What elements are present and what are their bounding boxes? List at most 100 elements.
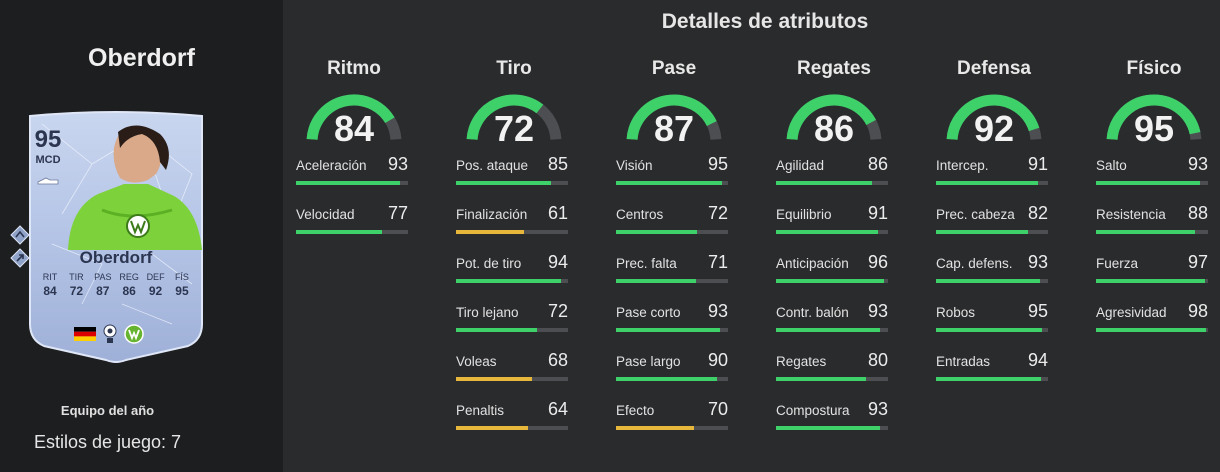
attribute-value: 77: [387, 203, 408, 223]
category-5: Físico 95 Salto 93 Resistencia 88 Fuerza 97 Agre…: [1096, 58, 1220, 350]
attribute-value: 72: [707, 203, 728, 223]
page-title: Detalles de atributos: [661, 10, 869, 33]
attribute-bar-fill: [936, 328, 1043, 332]
attribute-bar-fill: [1096, 328, 1206, 332]
category-name: Físico: [1126, 58, 1182, 79]
attribute-row: Pase corto 93: [616, 301, 728, 350]
attribute-bar-fill: [936, 230, 1028, 234]
attribute-row: Tiro lejano 72: [456, 301, 568, 350]
attribute-row: Cap. defens. 93: [936, 252, 1048, 301]
attribute-value: 95: [707, 154, 728, 174]
attribute-bar-fill: [456, 279, 562, 283]
card-stat-label: REG: [119, 272, 139, 282]
attribute-name: Cap. defens.: [936, 256, 1013, 271]
attribute-bar-fill: [456, 377, 533, 381]
attribute-row: Velocidad 77: [296, 203, 408, 252]
attribute-bar: [616, 426, 728, 430]
attribute-value: 98: [1187, 301, 1208, 321]
attribute-bar-fill: [1096, 279, 1205, 283]
attribute-value: 93: [707, 301, 728, 321]
attribute-row: Centros 72: [616, 203, 728, 252]
attribute-name: Contr. balón: [776, 305, 849, 320]
playstyle-icon[interactable]: [10, 225, 30, 245]
gauge-arc: [306, 94, 402, 140]
attribute-name: Prec. cabeza: [936, 207, 1015, 222]
attribute-value: 93: [867, 399, 888, 419]
attribute-bar: [616, 181, 728, 185]
attribute-value: 93: [867, 301, 888, 321]
attribute-row: Robos 95: [936, 301, 1048, 350]
attribute-bar: [776, 279, 888, 283]
category-value: 87: [653, 108, 695, 149]
attribute-row: Pos. ataque 85: [456, 154, 568, 203]
club-crest-icon: [124, 324, 144, 344]
attribute-bar: [1096, 181, 1208, 185]
card-stat-value: 92: [148, 284, 163, 298]
attribute-value: 86: [867, 154, 888, 174]
attribute-bar: [776, 328, 888, 332]
category-name: Tiro: [496, 58, 532, 79]
attribute-bar-fill: [456, 426, 528, 430]
germany-flag-icon: [74, 327, 96, 341]
attribute-name: Compostura: [776, 403, 850, 418]
attribute-bar-fill: [1096, 181, 1201, 185]
category-value: 84: [333, 108, 375, 149]
attribute-name: Aceleración: [296, 158, 367, 173]
card-stat-label: RIT: [42, 272, 58, 282]
attribute-name: Visión: [616, 158, 653, 173]
card-stat-label: FÍS: [174, 272, 189, 282]
attribute-bar-fill: [296, 181, 401, 185]
gauge-fill: [306, 94, 395, 140]
attribute-value: 94: [1027, 350, 1048, 370]
attribute-name: Centros: [616, 207, 664, 222]
attribute-name: Fuerza: [1096, 256, 1139, 271]
attribute-bar-fill: [456, 328, 537, 332]
gauge-arc: [946, 94, 1042, 140]
attribute-value: 95: [1027, 301, 1048, 321]
attribute-bar-fill: [296, 230, 383, 234]
attribute-value: 97: [1187, 252, 1208, 272]
attribute-row: Equilibrio 91: [776, 203, 888, 252]
player-card[interactable]: 95 MCD Oberdorf RIT TIR PAS REG DEF FÍS …: [22, 104, 210, 364]
attribute-bar: [936, 230, 1048, 234]
attribute-bar-fill: [616, 230, 697, 234]
attribute-list: Aceleración 93 Velocidad 77: [296, 154, 428, 252]
attribute-value: 68: [547, 350, 568, 370]
attribute-bar-fill: [616, 181, 723, 185]
playstyle-plus-icon[interactable]: [10, 248, 30, 268]
card-stat-value: 84: [43, 284, 57, 298]
attribute-bar: [936, 377, 1048, 381]
attribute-bar: [776, 230, 888, 234]
attribute-bar: [296, 230, 408, 234]
attribute-row: Voleas 68: [456, 350, 568, 399]
attribute-row: Entradas 94: [936, 350, 1048, 399]
attribute-value: 94: [547, 252, 568, 272]
category-name: Ritmo: [327, 58, 381, 79]
attribute-row: Prec. falta 71: [616, 252, 728, 301]
card-stat-label: DEF: [146, 272, 165, 282]
playstyles-count[interactable]: Estilos de juego: 7: [33, 432, 182, 452]
attribute-row: Prec. cabeza 82: [936, 203, 1048, 252]
card-stat-value: 95: [175, 284, 189, 298]
attribute-row: Pot. de tiro 94: [456, 252, 568, 301]
card-position: MCD: [35, 154, 61, 166]
gauge-arc: [786, 94, 882, 140]
attribute-value: 96: [867, 252, 888, 272]
category-value: 95: [1133, 108, 1175, 149]
attribute-list: Visión 95 Centros 72 Prec. falta 71 Pase corto…: [616, 154, 748, 448]
attribute-bar: [1096, 279, 1208, 283]
attribute-bar-fill: [776, 328, 881, 332]
gauge-arc: [626, 94, 722, 140]
attribute-name: Entradas: [936, 354, 991, 369]
attribute-name: Pase largo: [616, 354, 681, 369]
attribute-value: 61: [547, 203, 568, 223]
attribute-bar-fill: [456, 230, 525, 234]
attribute-row: Salto 93: [1096, 154, 1208, 203]
attribute-bar-fill: [616, 377, 717, 381]
category-gauge: 86: [784, 92, 884, 149]
category-name: Pase: [651, 58, 697, 79]
card-stat-label: PAS: [94, 272, 112, 282]
attribute-bar: [936, 328, 1048, 332]
attribute-value: 82: [1027, 203, 1048, 223]
attribute-bar-fill: [776, 181, 873, 185]
